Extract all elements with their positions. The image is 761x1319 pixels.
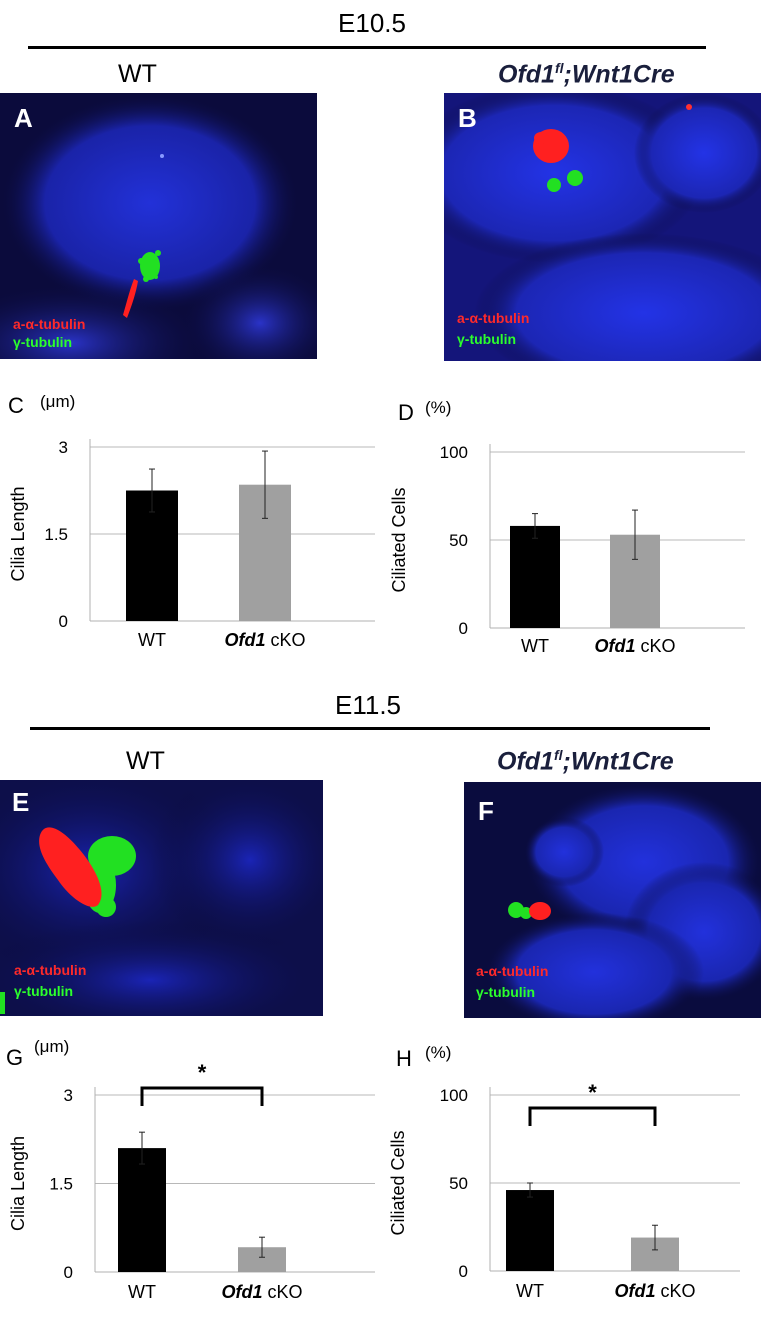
y-tick-label: 50 bbox=[449, 1174, 468, 1193]
panel-label-f: F bbox=[478, 796, 494, 826]
stage-title-e10-5: E10.5 bbox=[338, 8, 406, 38]
x-category-label: Ofd1 cKO bbox=[594, 636, 675, 656]
micrograph-f-image bbox=[464, 782, 761, 1018]
significance-star: * bbox=[198, 1060, 207, 1085]
micrograph-f bbox=[464, 782, 761, 1018]
y-tick-label: 0 bbox=[64, 1263, 73, 1282]
y-unit-label: (μm) bbox=[34, 1037, 69, 1056]
genotype-label-mutant: Ofd1fl;Wnt1Cre bbox=[498, 60, 675, 89]
y-tick-label: 100 bbox=[440, 1086, 468, 1105]
legend-green-f: γ-tubulin bbox=[476, 984, 536, 1000]
y-tick-label: 3 bbox=[64, 1086, 73, 1105]
micrograph-e bbox=[0, 780, 323, 1016]
legend-green-a: γ-tubulin bbox=[13, 334, 73, 350]
x-category-label: Ofd1 cKO bbox=[614, 1281, 695, 1301]
x-category-label: WT bbox=[521, 636, 549, 656]
x-category-label: WT bbox=[138, 630, 166, 650]
y-tick-label: 0 bbox=[459, 1262, 468, 1281]
x-category-label: Ofd1 cKO bbox=[221, 1282, 302, 1302]
stage-divider bbox=[30, 727, 710, 730]
genotype-label-wt: WT bbox=[118, 60, 157, 88]
y-tick-label: 1.5 bbox=[49, 1175, 73, 1194]
y-unit-label: (μm) bbox=[40, 392, 75, 411]
y-tick-label: 0 bbox=[59, 612, 68, 631]
y-axis-label: Ciliated Cells bbox=[389, 487, 409, 592]
bar-chart-d: 0 50 100 (%) Ciliated Cells WT Ofd1 cKO bbox=[389, 398, 745, 656]
micrograph-a bbox=[0, 93, 317, 359]
significance-star: * bbox=[588, 1080, 597, 1105]
bar bbox=[506, 1190, 554, 1271]
bar bbox=[118, 1148, 166, 1272]
legend-red-e: a-α-tubulin bbox=[14, 962, 87, 978]
genotype-label-mutant: Ofd1fl;Wnt1Cre bbox=[497, 747, 674, 776]
y-tick-label: 50 bbox=[449, 531, 468, 550]
panel-label-b: B bbox=[458, 103, 477, 133]
micrograph-b bbox=[444, 93, 761, 361]
legend-red-b: a-α-tubulin bbox=[457, 310, 530, 326]
significance-bracket bbox=[140, 1086, 264, 1106]
x-category-label: Ofd1 cKO bbox=[224, 630, 305, 650]
bar-chart-h: 0 50 100 (%) Ciliated Cells WT Ofd1 cKO * bbox=[388, 1043, 740, 1301]
panel-label-g: G bbox=[6, 1045, 24, 1070]
bar-chart-c: 0 1.5 3 (μm) Cilia Length WT Ofd1 cKO bbox=[8, 392, 375, 650]
bar bbox=[510, 525, 560, 628]
y-tick-label: 3 bbox=[59, 438, 68, 457]
y-tick-label: 100 bbox=[440, 443, 468, 462]
panel-label-e: E bbox=[12, 787, 30, 817]
y-axis-label: Cilia Length bbox=[8, 486, 28, 581]
y-unit-label: (%) bbox=[425, 1043, 451, 1062]
legend-green-e: γ-tubulin bbox=[14, 983, 74, 999]
genotype-label-wt: WT bbox=[126, 747, 165, 775]
micrograph-a-image bbox=[0, 93, 317, 359]
bar-chart-g: 0 1.5 3 (μm) Cilia Length WT Ofd1 cKO * bbox=[8, 1037, 375, 1302]
y-tick-label: 1.5 bbox=[44, 525, 68, 544]
x-category-label: WT bbox=[516, 1281, 544, 1301]
stage-divider bbox=[28, 46, 706, 49]
y-axis-label: Ciliated Cells bbox=[388, 1130, 408, 1235]
micrograph-e-image bbox=[0, 780, 323, 1016]
x-category-label: WT bbox=[128, 1282, 156, 1302]
legend-green-b: γ-tubulin bbox=[457, 331, 517, 347]
panel-label-c: C bbox=[8, 393, 24, 418]
panel-label-h: H bbox=[396, 1046, 412, 1071]
y-axis-label: Cilia Length bbox=[8, 1136, 28, 1231]
panel-label-d: D bbox=[398, 400, 414, 425]
legend-red-f: a-α-tubulin bbox=[476, 963, 549, 979]
micrograph-b-image bbox=[444, 93, 761, 361]
significance-bracket bbox=[528, 1106, 657, 1126]
y-unit-label: (%) bbox=[425, 398, 451, 417]
stage-title-e11-5: E11.5 bbox=[334, 690, 401, 720]
panel-label-a: A bbox=[14, 103, 33, 133]
legend-red-a: a-α-tubulin bbox=[13, 316, 86, 332]
y-tick-label: 0 bbox=[459, 619, 468, 638]
